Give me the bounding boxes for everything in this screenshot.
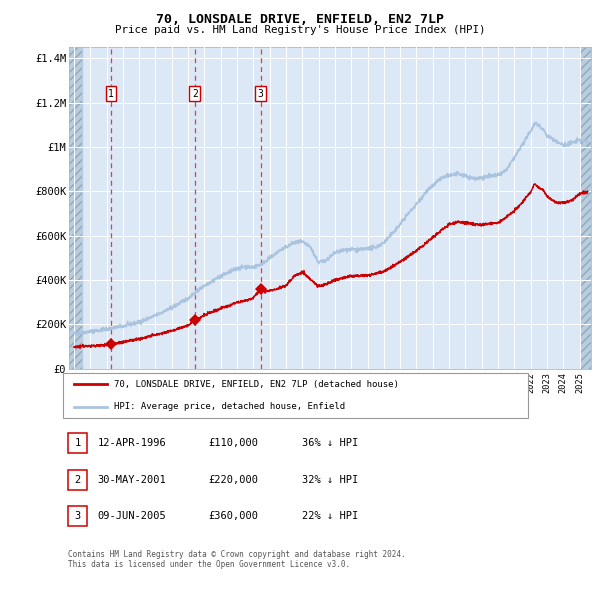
Text: 70, LONSDALE DRIVE, ENFIELD, EN2 7LP (detached house): 70, LONSDALE DRIVE, ENFIELD, EN2 7LP (de… (114, 379, 399, 389)
Text: 12-APR-1996: 12-APR-1996 (98, 438, 167, 448)
Bar (69, 47, 82, 369)
Text: 3: 3 (74, 512, 80, 521)
Text: 22% ↓ HPI: 22% ↓ HPI (302, 512, 358, 521)
Text: Contains HM Land Registry data © Crown copyright and database right 2024.
This d: Contains HM Land Registry data © Crown c… (68, 550, 406, 569)
Text: £110,000: £110,000 (209, 438, 259, 448)
Text: 70, LONSDALE DRIVE, ENFIELD, EN2 7LP: 70, LONSDALE DRIVE, ENFIELD, EN2 7LP (156, 13, 444, 26)
Text: 32% ↓ HPI: 32% ↓ HPI (302, 475, 358, 484)
Text: 3: 3 (257, 88, 263, 99)
Text: 30-MAY-2001: 30-MAY-2001 (98, 475, 167, 484)
Bar (69, 47, 82, 369)
Text: £360,000: £360,000 (209, 512, 259, 521)
Text: £220,000: £220,000 (209, 475, 259, 484)
Text: 1: 1 (108, 88, 114, 99)
Text: HPI: Average price, detached house, Enfield: HPI: Average price, detached house, Enfi… (114, 402, 345, 411)
Text: Price paid vs. HM Land Registry's House Price Index (HPI): Price paid vs. HM Land Registry's House … (115, 25, 485, 35)
Text: 09-JUN-2005: 09-JUN-2005 (98, 512, 167, 521)
Text: 2: 2 (192, 88, 198, 99)
Text: 1: 1 (74, 438, 80, 448)
Text: 36% ↓ HPI: 36% ↓ HPI (302, 438, 358, 448)
Bar (581, 47, 591, 369)
Bar (581, 47, 591, 369)
Text: 2: 2 (74, 475, 80, 484)
